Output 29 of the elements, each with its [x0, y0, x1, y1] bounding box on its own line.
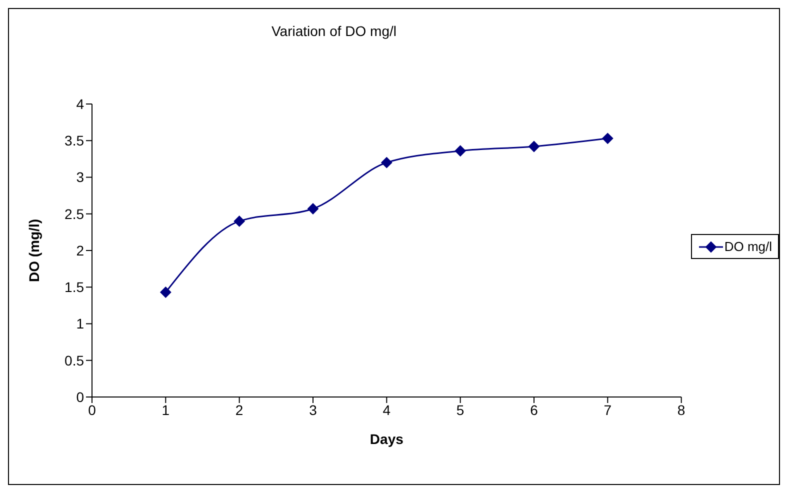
y-tick-label: 0 — [76, 388, 84, 405]
x-tick-label: 0 — [88, 402, 96, 418]
y-tick-label: 3.5 — [64, 132, 84, 149]
y-tick-label: 2 — [76, 242, 84, 258]
x-tick-label: 1 — [162, 402, 170, 418]
y-tick-label: 0.5 — [64, 352, 84, 368]
legend-label: DO mg/l — [724, 239, 772, 254]
point — [308, 203, 318, 214]
point — [234, 216, 245, 227]
x-tick-label: 7 — [604, 402, 612, 418]
y-tick-label: 1.5 — [64, 279, 84, 296]
y-tick-label: 2.5 — [64, 206, 84, 222]
y-axis-title: DO (mg/l) — [26, 219, 42, 282]
point — [381, 157, 392, 168]
y-tick-label: 1 — [76, 316, 84, 332]
point — [602, 132, 614, 144]
x-tick-label: 5 — [456, 402, 464, 418]
chart-title: Variation of DO mg/l — [270, 23, 398, 39]
x-axis-title: Days — [370, 431, 404, 447]
y-tick-label: 3 — [76, 169, 84, 186]
point — [160, 286, 172, 298]
point — [454, 145, 466, 156]
x-tick-label: 6 — [530, 402, 538, 418]
point — [528, 140, 540, 152]
x-tick-label: 2 — [235, 402, 244, 418]
x-tick-label: 4 — [382, 402, 391, 418]
x-tick-label: 8 — [677, 402, 686, 418]
y-tick-label: 4 — [76, 96, 84, 112]
x-tick-label: 3 — [309, 402, 318, 418]
